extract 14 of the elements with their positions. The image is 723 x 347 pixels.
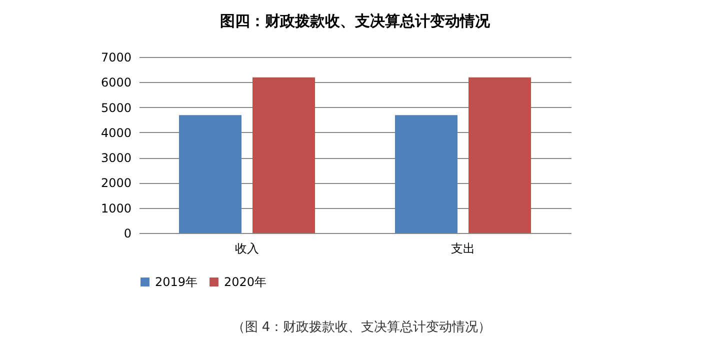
chart-title: 图四：财政拨款收、支决算总计变动情况 bbox=[220, 12, 491, 30]
y-tick-label: 6000 bbox=[100, 76, 132, 90]
text: （图 4：财政拨款收、支决算总计变动情况） bbox=[230, 319, 492, 336]
y-tick-label: 0 bbox=[124, 226, 132, 240]
y-tick-label: 2000 bbox=[100, 176, 132, 190]
y-tick-label: 7000 bbox=[100, 50, 132, 64]
y-tick-label: 4000 bbox=[100, 126, 132, 140]
y-tick-label: 3000 bbox=[100, 151, 132, 166]
x-tick-label: 收入 bbox=[235, 242, 259, 256]
y-tick-label: 1000 bbox=[100, 201, 132, 216]
legend-label: 2019年 bbox=[155, 275, 198, 289]
x-tick-label: 支出 bbox=[451, 242, 475, 256]
legend-label: 2020年 bbox=[224, 275, 267, 289]
y-tick-label: 5000 bbox=[100, 100, 132, 115]
